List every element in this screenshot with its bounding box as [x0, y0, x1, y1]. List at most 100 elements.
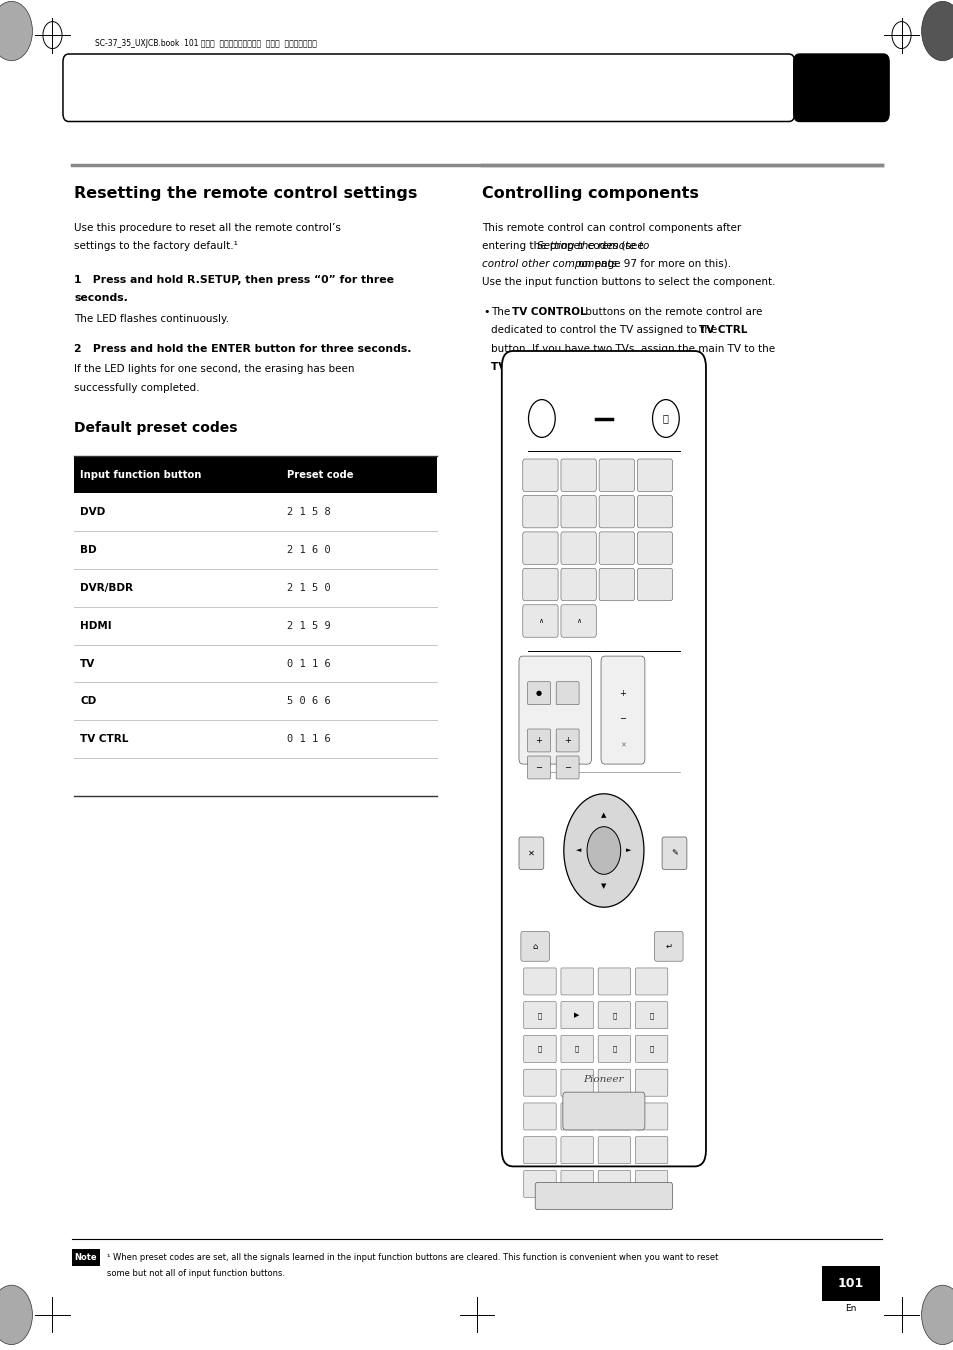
- FancyBboxPatch shape: [522, 459, 558, 491]
- FancyBboxPatch shape: [598, 1137, 630, 1164]
- Text: DVD: DVD: [80, 508, 105, 517]
- Text: TV CTRL: TV CTRL: [491, 362, 539, 371]
- FancyBboxPatch shape: [598, 568, 634, 601]
- Text: ⏮: ⏮: [537, 1046, 541, 1052]
- FancyBboxPatch shape: [523, 1170, 556, 1197]
- Text: −: −: [618, 714, 626, 722]
- FancyBboxPatch shape: [523, 968, 556, 995]
- FancyBboxPatch shape: [635, 1002, 667, 1029]
- FancyBboxPatch shape: [522, 605, 558, 637]
- Text: successfully completed.: successfully completed.: [74, 382, 200, 393]
- Text: ⏸: ⏸: [575, 1046, 578, 1052]
- FancyBboxPatch shape: [560, 568, 596, 601]
- Text: If the LED lights for one second, the erasing has been: If the LED lights for one second, the er…: [74, 364, 355, 374]
- Text: −: −: [535, 763, 542, 772]
- Text: ⏩: ⏩: [612, 1012, 616, 1018]
- FancyBboxPatch shape: [560, 1035, 593, 1062]
- FancyBboxPatch shape: [598, 968, 630, 995]
- FancyBboxPatch shape: [560, 459, 596, 491]
- Text: ◄: ◄: [576, 848, 580, 853]
- Circle shape: [921, 1, 953, 61]
- Text: En: En: [844, 1304, 856, 1314]
- FancyBboxPatch shape: [635, 1137, 667, 1164]
- Text: Default preset codes: Default preset codes: [74, 420, 237, 435]
- FancyBboxPatch shape: [560, 495, 596, 528]
- FancyBboxPatch shape: [527, 682, 550, 705]
- Text: settings to the factory default.¹: settings to the factory default.¹: [74, 240, 238, 251]
- FancyBboxPatch shape: [520, 931, 549, 961]
- Bar: [74, 644, 436, 683]
- Text: Use this procedure to reset all the remote control’s: Use this procedure to reset all the remo…: [74, 223, 341, 232]
- Text: TV CTRL: TV CTRL: [80, 734, 129, 744]
- FancyBboxPatch shape: [560, 1103, 593, 1130]
- FancyBboxPatch shape: [556, 729, 578, 752]
- Text: CD: CD: [80, 697, 96, 706]
- Circle shape: [563, 794, 643, 907]
- FancyBboxPatch shape: [637, 459, 672, 491]
- FancyBboxPatch shape: [661, 837, 686, 869]
- Text: ✎: ✎: [670, 849, 678, 857]
- Bar: [74, 682, 436, 721]
- FancyBboxPatch shape: [560, 1137, 593, 1164]
- Text: ●: ●: [536, 690, 541, 697]
- Text: ✕: ✕: [527, 849, 535, 857]
- FancyBboxPatch shape: [598, 495, 634, 528]
- FancyBboxPatch shape: [635, 1170, 667, 1197]
- FancyBboxPatch shape: [598, 1002, 630, 1029]
- Text: Preset code: Preset code: [287, 470, 354, 479]
- FancyBboxPatch shape: [518, 837, 543, 869]
- Text: ∧: ∧: [576, 618, 580, 624]
- FancyBboxPatch shape: [522, 532, 558, 564]
- Text: 101: 101: [837, 1277, 863, 1291]
- Text: 2   Press and hold the ENTER button for three seconds.: 2 Press and hold the ENTER button for th…: [74, 343, 412, 354]
- Text: TV CTRL: TV CTRL: [699, 325, 747, 335]
- FancyBboxPatch shape: [523, 1103, 556, 1130]
- Text: 5 0 6 6: 5 0 6 6: [287, 697, 331, 706]
- FancyBboxPatch shape: [598, 1069, 630, 1096]
- FancyBboxPatch shape: [637, 568, 672, 601]
- Bar: [74, 606, 436, 644]
- FancyBboxPatch shape: [501, 351, 705, 1166]
- FancyBboxPatch shape: [63, 54, 794, 122]
- Text: control other components: control other components: [481, 259, 617, 269]
- Text: 2 1 5 0: 2 1 5 0: [287, 583, 331, 593]
- FancyBboxPatch shape: [598, 1170, 630, 1197]
- Text: 0 1 1 6: 0 1 1 6: [287, 659, 331, 668]
- Text: ⏪: ⏪: [537, 1012, 541, 1018]
- Circle shape: [586, 826, 620, 875]
- Text: 1   Press and hold R.SETUP, then press “0” for three: 1 Press and hold R.SETUP, then press “0”…: [74, 275, 394, 285]
- FancyBboxPatch shape: [523, 1035, 556, 1062]
- FancyBboxPatch shape: [635, 968, 667, 995]
- FancyBboxPatch shape: [598, 1103, 630, 1130]
- FancyBboxPatch shape: [635, 1069, 667, 1096]
- Text: 2 1 5 8: 2 1 5 8: [287, 508, 331, 517]
- FancyBboxPatch shape: [560, 968, 593, 995]
- Text: The: The: [491, 308, 514, 317]
- Text: ⌂: ⌂: [532, 942, 537, 950]
- Bar: [821, 1266, 879, 1301]
- FancyBboxPatch shape: [523, 1137, 556, 1164]
- Text: seconds.: seconds.: [74, 293, 128, 302]
- FancyBboxPatch shape: [598, 532, 634, 564]
- Text: +: +: [618, 690, 626, 698]
- Bar: [74, 493, 436, 531]
- FancyBboxPatch shape: [522, 495, 558, 528]
- Text: ⏭: ⏭: [649, 1046, 653, 1052]
- Text: ¹ When preset codes are set, all the signals learned in the input function butto: ¹ When preset codes are set, all the sig…: [107, 1253, 718, 1262]
- Bar: [74, 531, 436, 568]
- FancyBboxPatch shape: [560, 532, 596, 564]
- FancyBboxPatch shape: [654, 931, 682, 961]
- FancyBboxPatch shape: [562, 1092, 644, 1130]
- FancyBboxPatch shape: [560, 1170, 593, 1197]
- FancyBboxPatch shape: [560, 1069, 593, 1096]
- FancyBboxPatch shape: [635, 1103, 667, 1130]
- Text: dedicated to control the TV assigned to the: dedicated to control the TV assigned to …: [491, 325, 720, 335]
- Text: Controlling components: Controlling components: [481, 186, 698, 201]
- Text: on page 97 for more on this).: on page 97 for more on this).: [575, 259, 731, 269]
- Text: +: +: [563, 736, 571, 745]
- FancyBboxPatch shape: [523, 1069, 556, 1096]
- Circle shape: [921, 1285, 953, 1345]
- Text: Setting the remote to: Setting the remote to: [537, 240, 649, 251]
- FancyBboxPatch shape: [523, 1002, 556, 1029]
- Text: ⏻: ⏻: [662, 413, 668, 424]
